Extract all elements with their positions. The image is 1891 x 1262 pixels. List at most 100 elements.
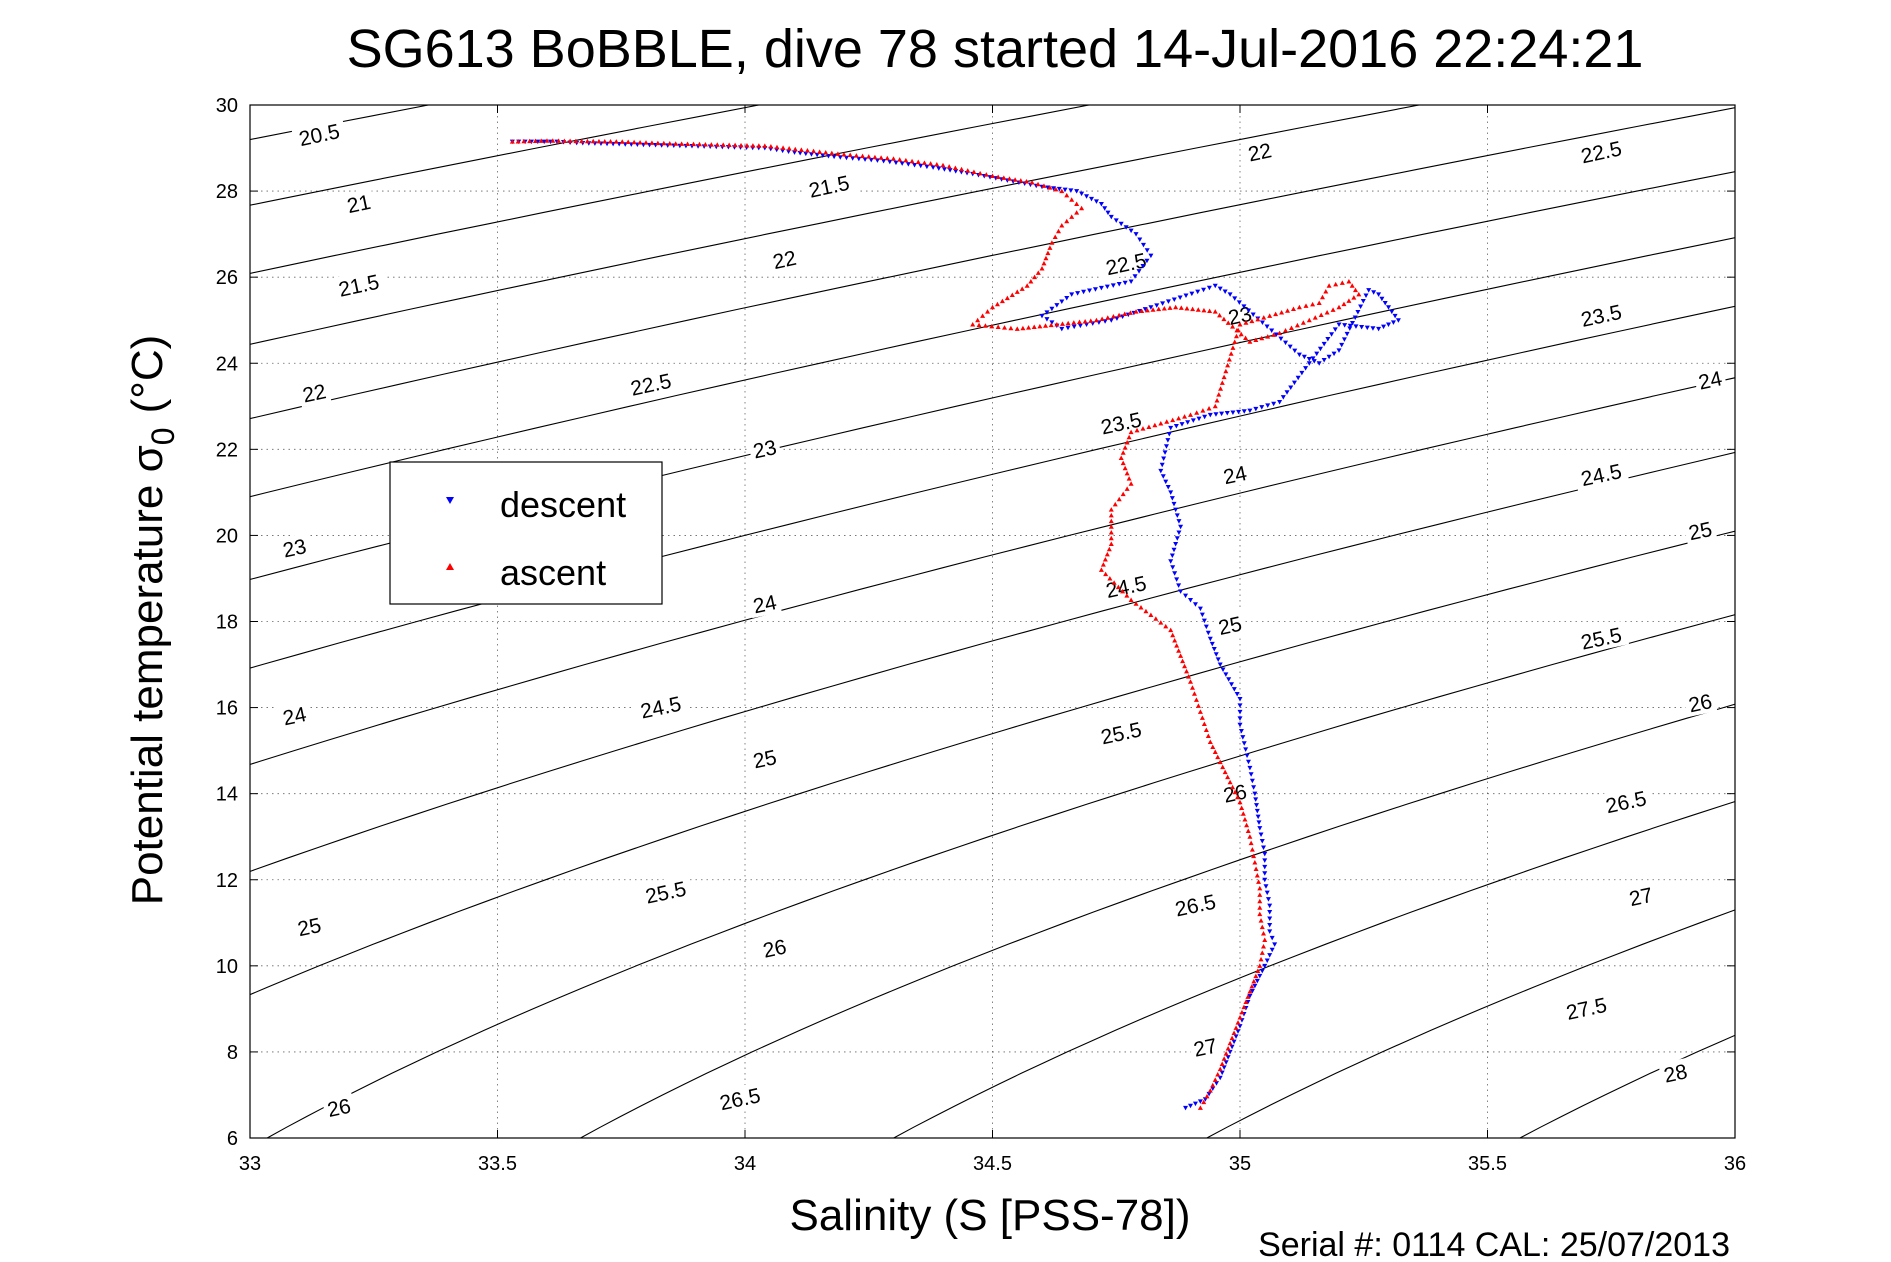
descent-point	[947, 168, 953, 173]
ascent-point	[1045, 250, 1051, 256]
ascent-point	[1180, 658, 1186, 664]
descent-point	[1158, 468, 1164, 474]
contour-label-mask	[1217, 459, 1253, 490]
ascent-point	[1349, 283, 1355, 288]
contour-label: 24	[1221, 462, 1249, 489]
legend-descent-marker	[446, 497, 454, 504]
descent-point	[1243, 747, 1249, 752]
ascent-point	[1004, 295, 1010, 301]
contour-label-mask	[291, 117, 348, 152]
ascent-point	[1219, 1061, 1225, 1066]
ascent-point	[1217, 312, 1223, 318]
ascent-point	[1174, 643, 1180, 648]
y-tick-label: 18	[216, 612, 238, 634]
ascent-point	[1241, 1004, 1247, 1010]
descent-point	[1376, 292, 1382, 297]
descent-point	[1347, 326, 1353, 331]
descent-point	[1237, 722, 1243, 728]
ascent-point	[928, 161, 934, 166]
descent-point	[1178, 589, 1184, 594]
ascent-point	[1099, 316, 1105, 321]
ascent-point	[829, 150, 835, 156]
descent-point	[797, 150, 803, 156]
ascent-point	[1206, 405, 1212, 411]
descent-point	[1353, 324, 1359, 329]
descent-point	[1364, 325, 1370, 331]
y-axis-label: Potential temperature σ0 (°C)	[123, 335, 181, 906]
descent-point	[1246, 308, 1252, 313]
ascent-point	[1265, 334, 1271, 339]
descent-point	[1291, 380, 1297, 386]
ascent-point	[1176, 415, 1182, 421]
ascent-point	[1341, 301, 1347, 307]
y-tick-label: 24	[216, 353, 238, 375]
descent-point	[1236, 300, 1242, 305]
descent-point	[1306, 361, 1312, 366]
ascent-point	[1178, 653, 1184, 658]
ascent-point	[1207, 739, 1213, 745]
contour-label: 25	[1216, 613, 1244, 640]
descent-point	[1174, 577, 1180, 582]
descent-point	[862, 157, 868, 162]
descent-point	[1273, 332, 1279, 338]
ascent-point	[1071, 320, 1077, 325]
descent-point	[1219, 411, 1225, 417]
ascent-point	[1023, 179, 1029, 184]
descent-point	[1254, 803, 1259, 808]
ascent-point	[1261, 943, 1267, 949]
ascent-point	[602, 138, 608, 144]
descent-point	[941, 167, 947, 172]
y-tick-label: 6	[227, 1128, 238, 1150]
ascent-point	[1247, 834, 1253, 839]
ascent-point	[1320, 294, 1325, 300]
contour-label-mask	[757, 932, 792, 963]
x-tick-label: 36	[1724, 1153, 1746, 1175]
ascent-point	[550, 138, 556, 143]
descent-point	[874, 158, 880, 163]
descent-point	[1039, 313, 1045, 319]
descent-point	[1217, 662, 1223, 668]
descent-point	[1237, 703, 1243, 708]
ascent-point	[649, 140, 655, 145]
descent-point	[1049, 320, 1055, 325]
grid-lines	[250, 105, 1735, 1138]
descent-point	[1169, 553, 1175, 559]
descent-point	[1241, 409, 1247, 414]
ascent-point	[1226, 357, 1232, 362]
contour-label-mask	[277, 532, 312, 563]
ascent-point	[1243, 335, 1249, 340]
descent-point	[1269, 947, 1275, 953]
descent-point	[1159, 462, 1165, 468]
ascent-point	[982, 323, 988, 328]
ascent-point	[1245, 828, 1251, 833]
descent-point	[1267, 929, 1273, 934]
descent-point	[893, 160, 899, 166]
descent-point	[1051, 186, 1057, 191]
descent-point	[1110, 283, 1116, 288]
descent-point	[1238, 728, 1244, 734]
ascent-point	[959, 166, 965, 172]
ascent-point	[1323, 289, 1329, 294]
descent-point	[1358, 304, 1364, 310]
y-tick-label: 8	[227, 1042, 238, 1064]
ascent-point	[1310, 301, 1316, 307]
descent-point	[1221, 1065, 1227, 1070]
descent-point	[1267, 922, 1273, 928]
descent-point	[1280, 395, 1286, 400]
descent-point	[1299, 370, 1305, 376]
ascent-point	[584, 138, 590, 144]
descent-point	[1075, 291, 1081, 296]
ascent-point	[1285, 308, 1291, 313]
contour-label: 24	[281, 703, 309, 730]
ascent-point	[1243, 999, 1249, 1004]
descent-point	[1148, 305, 1154, 310]
ascent-point	[1108, 535, 1114, 541]
ascent-point	[995, 174, 1001, 179]
ascent-point	[1225, 320, 1231, 325]
contour-label: 25	[296, 914, 324, 941]
ascent-point	[1207, 308, 1213, 313]
descent-point	[1267, 953, 1273, 958]
ascent-point	[1193, 697, 1199, 702]
descent-point	[1259, 839, 1265, 844]
descent-point	[1379, 296, 1385, 302]
